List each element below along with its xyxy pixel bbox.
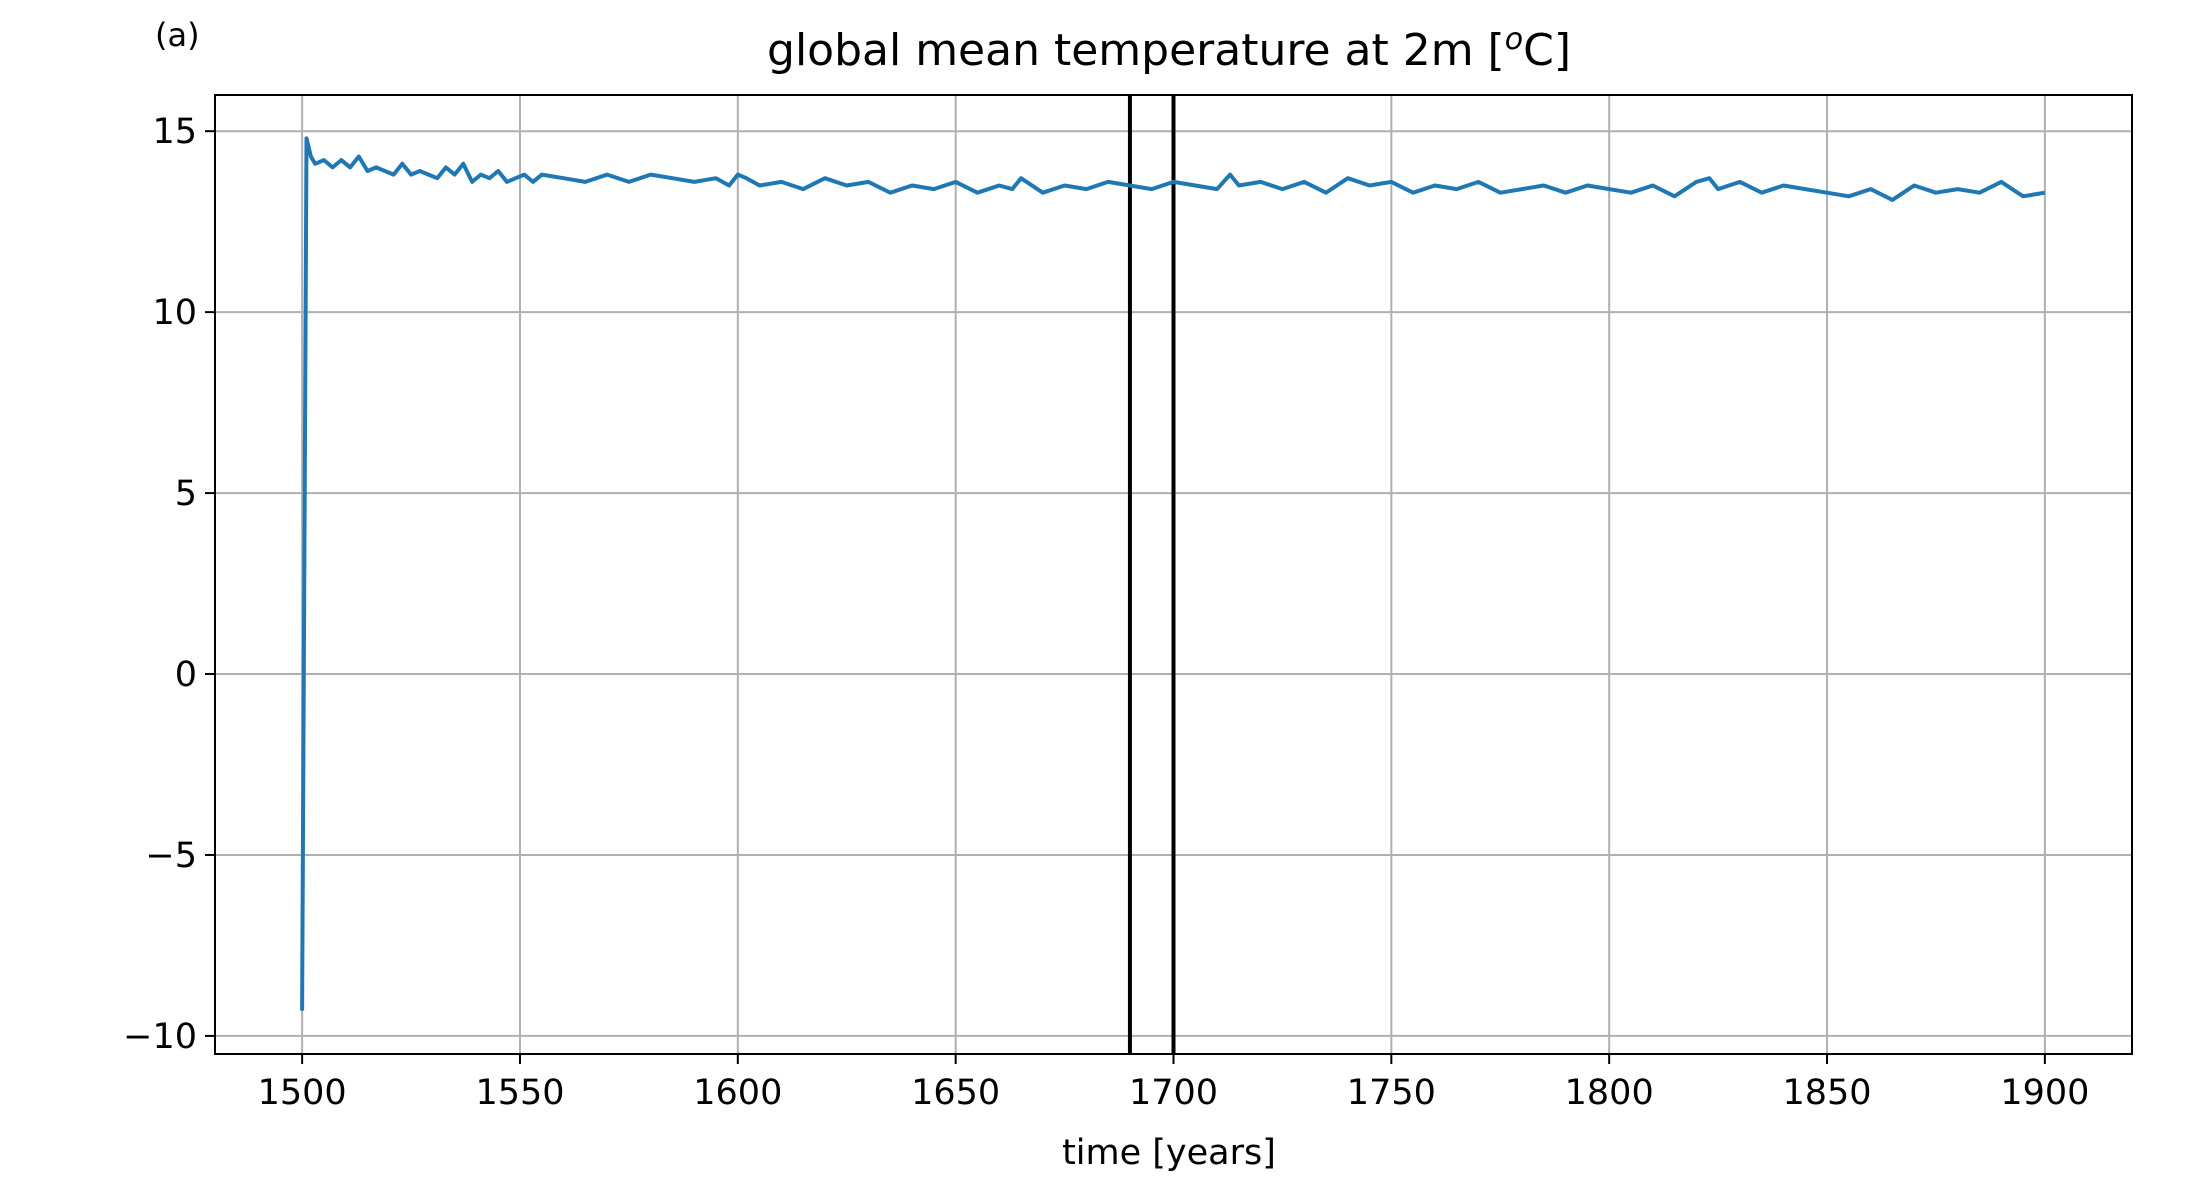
x-tick-label: 1850 xyxy=(1782,1073,1871,1113)
y-tick-label: −5 xyxy=(145,836,197,876)
temperature-series-line xyxy=(300,136,2046,1011)
panel-label: (a) xyxy=(155,16,200,54)
series-layer xyxy=(300,136,2046,1011)
x-tick-label: 1900 xyxy=(2000,1073,2089,1113)
y-tick-label: 10 xyxy=(152,293,197,333)
x-tick-label: 1750 xyxy=(1347,1073,1436,1113)
x-tick-label: 1700 xyxy=(1129,1073,1218,1113)
y-tick-label: 0 xyxy=(175,655,197,695)
chart-title-main: global mean temperature at 2m [ xyxy=(767,25,1505,76)
y-tick-label: 5 xyxy=(175,474,197,514)
x-tick-label: 1600 xyxy=(693,1073,782,1113)
x-tick-label: 1800 xyxy=(1565,1073,1654,1113)
x-tick-label: 1550 xyxy=(475,1073,564,1113)
chart-title-end: C] xyxy=(1523,25,1571,76)
x-tick-label: 1650 xyxy=(911,1073,1000,1113)
chart-title: global mean temperature at 2m [oC] xyxy=(767,22,1571,76)
vertical-marker-lines xyxy=(1127,95,1176,1054)
y-tick-label: −10 xyxy=(123,1017,197,1057)
x-tick-label: 1500 xyxy=(258,1073,347,1113)
y-tick-label: 15 xyxy=(152,112,197,152)
x-axis-label: time [years] xyxy=(1062,1133,1276,1173)
y-axis-ticks: −10 −5 0 5 10 15 xyxy=(123,112,215,1057)
x-axis-ticks: 1500 1550 1600 1650 1700 1750 1800 1850 1900 xyxy=(258,1054,2089,1113)
chart-title-superscript: o xyxy=(1505,22,1523,57)
